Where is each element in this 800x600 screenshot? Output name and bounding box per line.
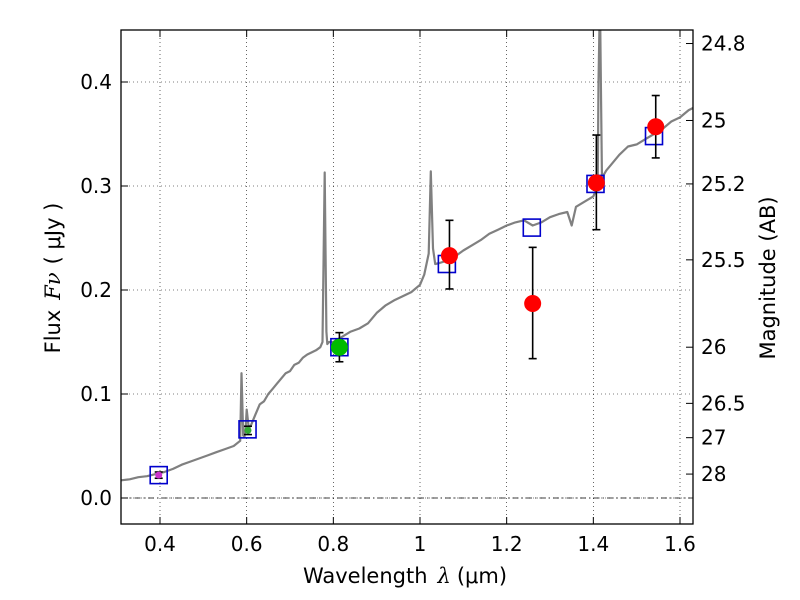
magnitude-tick-label: 26 [701, 335, 726, 359]
plot-frame [120, 29, 694, 525]
observed-flux-point [330, 338, 348, 356]
observed-flux-point [524, 295, 542, 313]
magnitude-tick-label: 25 [701, 108, 726, 132]
spectrum-line [121, 30, 693, 482]
y-tick-label: 0.3 [80, 174, 112, 198]
model-photometry-square [238, 420, 257, 439]
x-tick-label: 1.6 [664, 532, 696, 556]
x-tick-label: 0.8 [317, 532, 349, 556]
y-tick-label: 0.4 [80, 70, 112, 94]
y-tick-label: 0.2 [80, 278, 112, 302]
observed-flux-point [647, 118, 665, 136]
model-photometry-square [522, 218, 542, 237]
magnitude-tick-label: 28 [701, 462, 726, 486]
model-photometry-square [149, 465, 168, 485]
magnitude-tick-label: 25.5 [701, 248, 746, 272]
x-tick-label: 1.4 [577, 532, 609, 556]
x-axis-title: Wavelength λ (μm) [303, 564, 507, 588]
y-tick-label: 0.1 [80, 382, 112, 406]
y-tick-label: 0.0 [80, 486, 112, 510]
magnitude-tick-label: 26.5 [701, 391, 746, 415]
right-axis-title: Magnitude (AB) [756, 196, 780, 359]
observed-flux-point [244, 426, 252, 434]
magnitude-tick-label: 24.8 [701, 32, 746, 56]
x-tick-label: 0.6 [231, 532, 263, 556]
x-tick-label: 1.2 [491, 532, 523, 556]
observed-flux-point [155, 471, 163, 479]
observed-flux-point [440, 247, 458, 265]
observed-flux-point [587, 174, 605, 192]
x-tick-label: 0.4 [144, 532, 176, 556]
magnitude-tick-label: 25.2 [701, 172, 746, 196]
axis-ticks: 0.4 0.6 0.8 1 1.2 1.4 1.6 0.0 0.1 0.2 0.3 0.4 24.8 25… [80, 30, 746, 556]
magnitude-tick-label: 27 [701, 426, 726, 450]
y-axis-title: FluxFν( μJy ) [41, 203, 65, 354]
plot-content [121, 30, 693, 485]
x-tick-label: 1 [414, 532, 427, 556]
